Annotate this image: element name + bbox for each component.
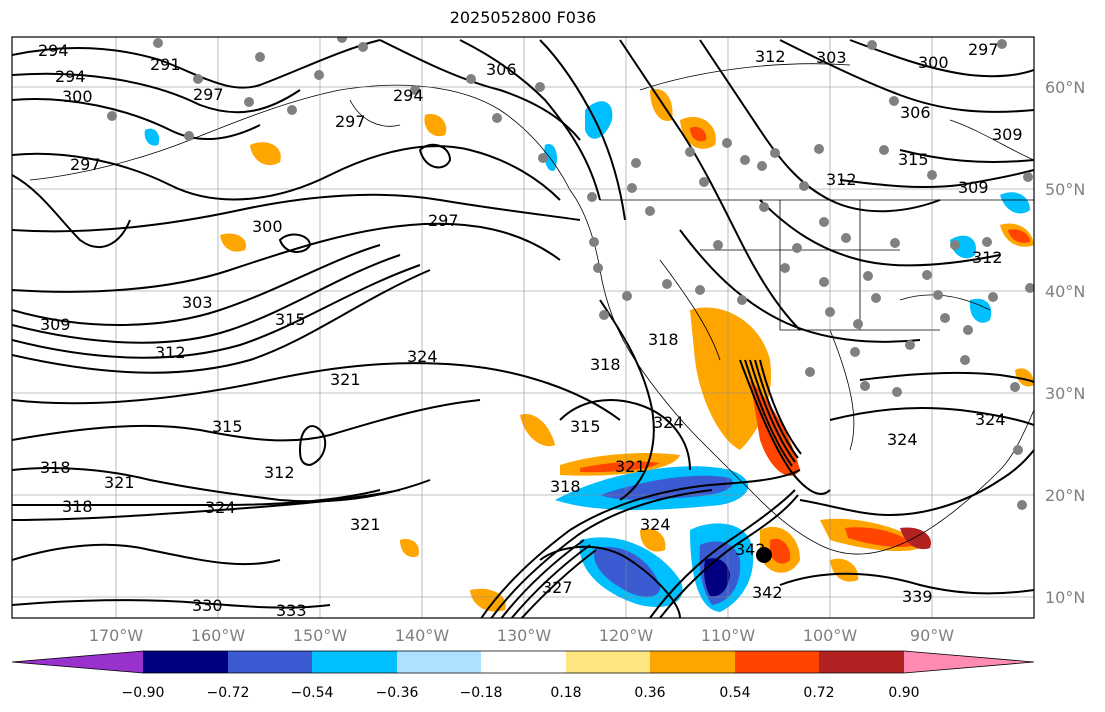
contour-label: 294 — [55, 67, 86, 86]
contour-label: 342 — [752, 583, 783, 602]
contour-label: 324 — [205, 498, 236, 517]
contour-label: 327 — [542, 578, 573, 597]
lat-label: 20°N — [1045, 486, 1085, 505]
contour-label: 318 — [62, 497, 93, 516]
contour-label: 312 — [972, 248, 1003, 267]
contour-label: 300 — [252, 217, 283, 236]
colorbar-tick-label: 0.90 — [888, 685, 919, 701]
contour-label: 324 — [653, 413, 684, 432]
colorbar-segment — [143, 651, 228, 673]
colorbar-tick-label: 0.18 — [550, 685, 581, 701]
isentrope-contours — [12, 39, 1034, 618]
contour-label: 297 — [968, 40, 999, 59]
contour-label: 309 — [40, 315, 71, 334]
colorbar-tick-label: 0.72 — [803, 685, 834, 701]
contour-label: 330 — [192, 596, 223, 615]
contour-label: 318 — [40, 458, 71, 477]
colorbar-segment — [228, 651, 312, 673]
contour-label: 321 — [615, 457, 646, 476]
lat-label: 10°N — [1045, 588, 1085, 607]
map-area: 294 291 294 297 300 297 294 306 312 303 … — [12, 37, 1034, 620]
colorbar-segment — [819, 651, 904, 673]
typhoon-center-marker — [756, 547, 772, 563]
map-title: 2025052800 F036 — [449, 8, 597, 27]
contour-label: 297 — [193, 85, 224, 104]
contour-label: 297 — [335, 112, 366, 131]
colorbar-extend-low — [12, 651, 143, 673]
lon-label: 160°W — [191, 626, 246, 645]
contour-label: 294 — [393, 86, 424, 105]
contour-label: 315 — [570, 417, 601, 436]
colorbar-tick-label: −0.72 — [207, 685, 250, 701]
lon-label: 150°W — [293, 626, 348, 645]
contour-label: 312 — [264, 463, 295, 482]
contour-label: 306 — [486, 60, 517, 79]
lat-label: 30°N — [1045, 384, 1085, 403]
contour-label: 297 — [428, 211, 459, 230]
colorbar-tick-label: −0.54 — [291, 685, 334, 701]
contour-label: 312 — [155, 343, 186, 362]
colorbar-segment — [650, 651, 735, 673]
contour-labels: 294 291 294 297 300 297 294 306 312 303 … — [38, 40, 1023, 620]
lon-label: 170°W — [89, 626, 144, 645]
contour-label: 309 — [992, 125, 1023, 144]
colorbar-tick-label: −0.18 — [460, 685, 503, 701]
colorbar-segment — [735, 651, 819, 673]
contour-label: 306 — [900, 103, 931, 122]
contour-label: 300 — [918, 53, 949, 72]
lat-label: 60°N — [1045, 78, 1085, 97]
lat-label: 50°N — [1045, 180, 1085, 199]
contour-label: 303 — [816, 48, 847, 67]
contour-label: 324 — [887, 430, 918, 449]
map-frame — [11, 36, 1035, 619]
lon-label: 120°W — [599, 626, 654, 645]
contour-label: 291 — [150, 55, 181, 74]
colorbar-tick-label: −0.36 — [376, 685, 419, 701]
lon-label: 90°W — [910, 626, 954, 645]
lon-label: 110°W — [701, 626, 756, 645]
colorbar-tick-label: 0.54 — [719, 685, 750, 701]
colorbar-segment — [481, 651, 566, 673]
lon-label: 140°W — [395, 626, 450, 645]
lon-label: 130°W — [497, 626, 552, 645]
contour-label: 321 — [330, 370, 361, 389]
contour-label: 318 — [550, 477, 581, 496]
contour-label: 339 — [902, 587, 933, 606]
station-markers — [107, 37, 1034, 510]
contour-label: 321 — [104, 473, 135, 492]
contour-label: 294 — [38, 41, 69, 60]
contour-label: 315 — [898, 150, 929, 169]
contour-label: 315 — [275, 310, 306, 329]
contour-label: 309 — [958, 178, 989, 197]
colorbar-segment — [397, 651, 481, 673]
colorbar-tick-label: 0.36 — [634, 685, 665, 701]
longitude-labels: 170°W 160°W 150°W 140°W 130°W 120°W 110°… — [89, 626, 954, 645]
contour-label: 318 — [648, 330, 679, 349]
contour-label: 312 — [755, 47, 786, 66]
contour-label: 303 — [182, 293, 213, 312]
colorbar: −0.90 −0.72 −0.54 −0.36 −0.18 0.18 0.36 … — [11, 650, 1035, 701]
lat-label: 40°N — [1045, 282, 1085, 301]
colorbar-segment — [312, 651, 397, 673]
contour-label: 297 — [70, 155, 101, 174]
contour-label: 324 — [407, 347, 438, 366]
colorbar-segment — [566, 651, 650, 673]
contour-label: 318 — [590, 355, 621, 374]
colorbar-extend-high — [904, 651, 1034, 673]
vertical-motion-shading — [144, 89, 1034, 612]
contour-label: 315 — [212, 417, 243, 436]
contour-label: 342 — [735, 540, 766, 559]
contour-label: 324 — [640, 515, 671, 534]
contour-label: 300 — [62, 87, 93, 106]
contour-label: 321 — [350, 515, 381, 534]
contour-label: 312 — [826, 170, 857, 189]
graticule — [12, 37, 1034, 618]
contour-label: 333 — [276, 601, 307, 620]
colorbar-tick-label: −0.90 — [122, 685, 165, 701]
lon-label: 100°W — [803, 626, 858, 645]
latitude-labels: 60°N 50°N 40°N 30°N 20°N 10°N — [1045, 78, 1085, 607]
contour-label: 324 — [975, 410, 1006, 429]
